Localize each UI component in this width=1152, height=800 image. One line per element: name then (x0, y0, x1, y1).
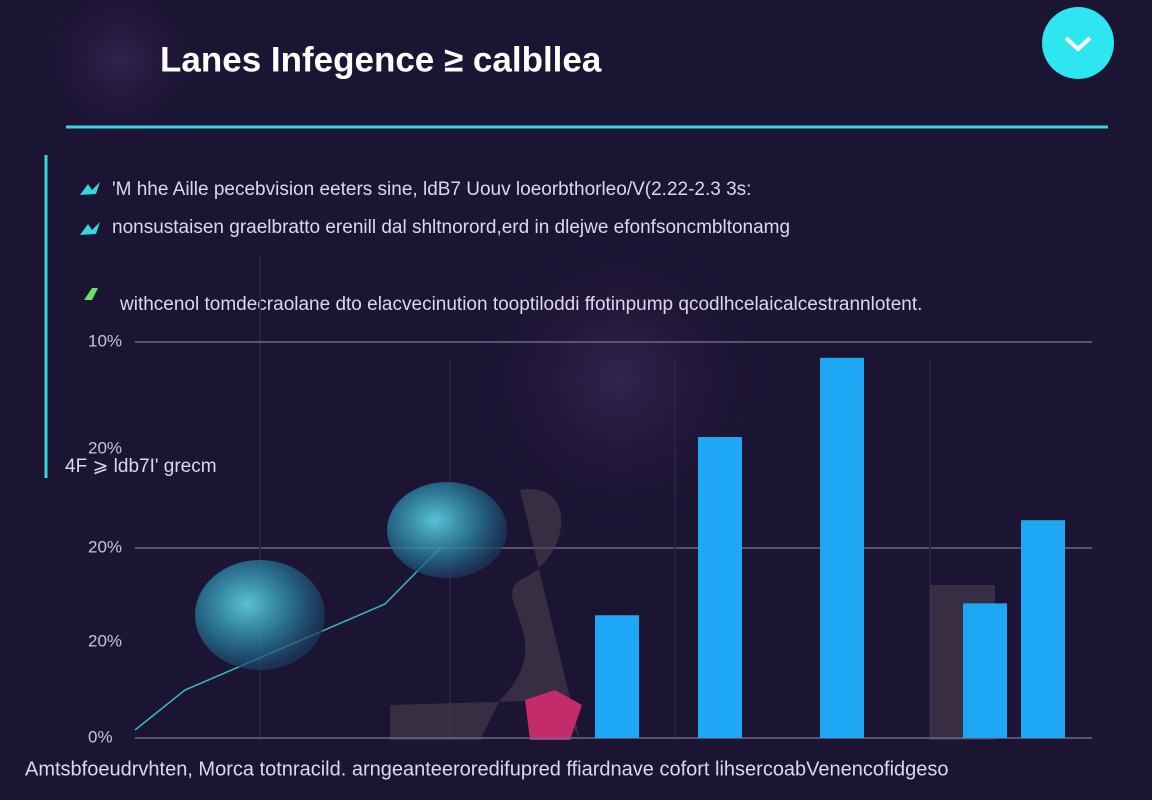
chevron-icon (1064, 36, 1092, 52)
bullet-text: withcenol tomdecraolane dto elacvecinuti… (119, 294, 922, 315)
side-label: 4F ⩾ ldb7I' grecm (65, 456, 217, 477)
menu-button[interactable] (1042, 7, 1114, 79)
decor-shape (525, 690, 582, 740)
bar (698, 437, 742, 738)
bullet-icon (80, 222, 100, 235)
bullet-text: nonsustaisen graelbratto erenill dal shl… (112, 217, 790, 238)
bubble (387, 482, 507, 578)
bar (595, 615, 639, 738)
axis-label: 20% (88, 631, 122, 650)
bar (820, 357, 864, 738)
decor-shape (390, 489, 580, 740)
y-tick-label: 10% (88, 331, 122, 350)
y-tick-label: 0% (88, 727, 113, 746)
bullet-text: 'M hhe Aille pecebvision eeters sine, ld… (112, 179, 751, 200)
axis-label: 20% (88, 438, 122, 457)
bullet-icon (84, 288, 98, 300)
bubble (195, 560, 325, 670)
bar (963, 603, 1007, 738)
bg-glow (30, 0, 210, 150)
bar (1021, 520, 1065, 738)
footer-text: Amtsbfoeudrvhten, Morca totnracild. arng… (25, 758, 949, 780)
axis-label: 20% (88, 537, 122, 556)
bullet-icon (80, 182, 100, 195)
title: Lanes Infegence ≥ calbllea (160, 40, 602, 79)
